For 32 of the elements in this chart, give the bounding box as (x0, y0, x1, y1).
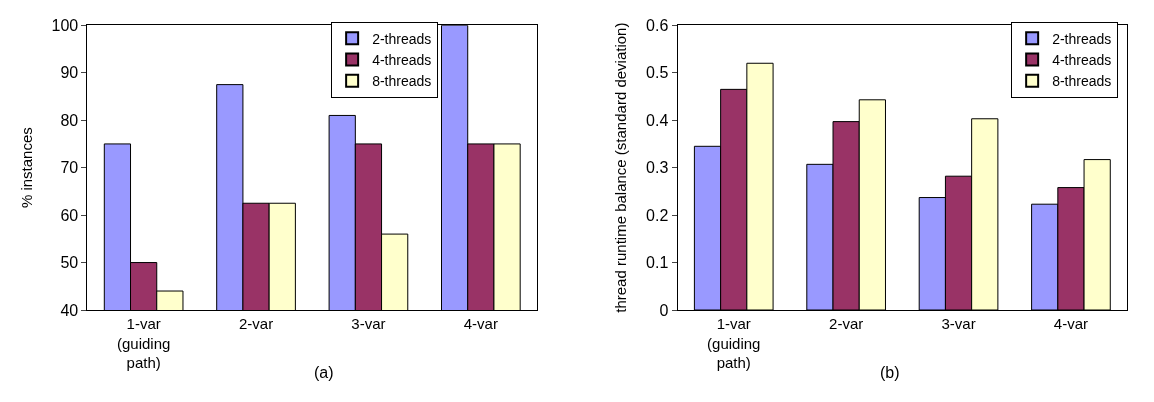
y-tick-label: 0.3 (646, 159, 669, 177)
legend-label: 4-threads (1052, 51, 1112, 68)
legend-label: 2-threads (372, 30, 432, 47)
y-tick-label: 40 (60, 301, 79, 319)
x-tick-label: 4-var (1053, 315, 1089, 332)
legend-label: 8-threads (1052, 73, 1112, 90)
y-tick-label: 70 (60, 159, 79, 177)
text: (a) (314, 364, 334, 381)
x-tick-label: 4-var (463, 315, 498, 332)
y-tick-label: 100 (51, 16, 79, 34)
y-tick-label: 0.2 (646, 206, 669, 224)
x-tick-label: 3-var (351, 315, 386, 332)
y-tick-label: 80 (60, 111, 79, 129)
y-tick-label: 0.6 (646, 16, 669, 34)
y-axis-title: thread runtime balance (standard deviation) (612, 22, 630, 313)
y-tick-label: 0.5 (646, 64, 669, 82)
x-tick-label: 3-var (941, 315, 976, 332)
legend-label: 2-threads (1052, 30, 1112, 47)
y-tick-label: 60 (60, 206, 79, 224)
y-tick-label: 50 (60, 254, 79, 272)
text: (b) (880, 364, 900, 381)
y-tick-label: 0.1 (646, 254, 669, 272)
y-tick-label: 0 (659, 301, 669, 319)
legend-label: 4-threads (372, 51, 432, 68)
y-tick-label: 0.4 (646, 111, 669, 129)
y-tick-label: 90 (60, 64, 79, 82)
x-tick-label: 2-var (238, 315, 274, 332)
x-tick-label: 1-var (guiding path) (707, 315, 761, 371)
legend-label: 8-threads (372, 73, 432, 90)
x-tick-label: 1-var (guiding path) (116, 315, 171, 371)
y-axis-title: % instances (17, 127, 35, 209)
x-tick-label: 2-var (829, 315, 864, 332)
